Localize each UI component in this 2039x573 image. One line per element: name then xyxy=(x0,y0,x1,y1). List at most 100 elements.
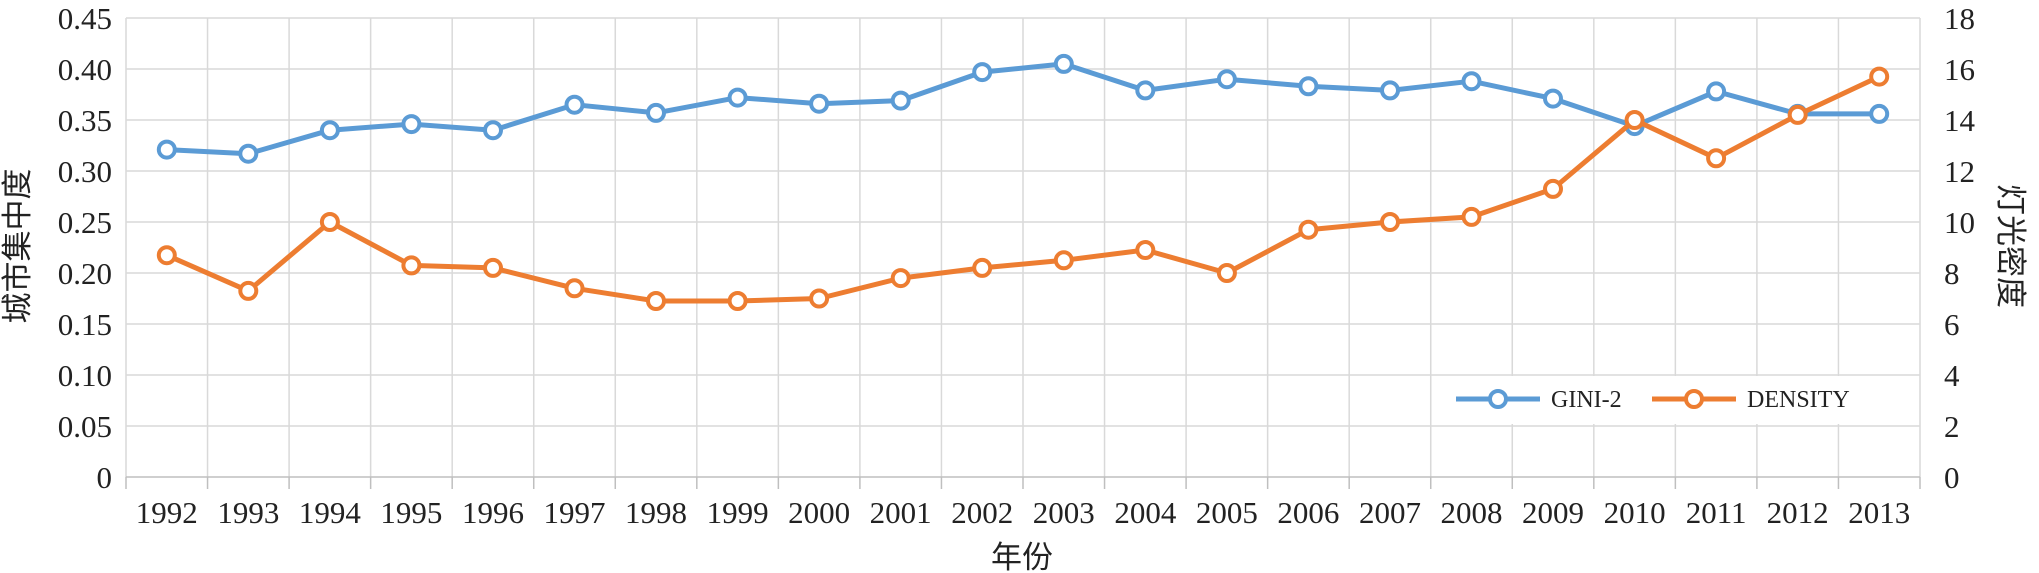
y-left-tick-label: 0.25 xyxy=(58,205,112,240)
y-right-tick-label: 0 xyxy=(1944,460,1960,495)
x-tick-label: 2004 xyxy=(1114,495,1177,530)
y-left-tick-label: 0.05 xyxy=(58,409,112,444)
data-point-gini-2 xyxy=(1216,69,1237,90)
data-point-density xyxy=(1706,148,1727,169)
data-point-gini-2 xyxy=(1461,71,1482,92)
y-right-tick-label: 4 xyxy=(1944,358,1960,393)
x-tick-label: 2012 xyxy=(1767,495,1829,530)
x-tick-label: 1993 xyxy=(217,495,279,530)
data-point-gini-2 xyxy=(646,102,666,123)
data-point-density xyxy=(1216,263,1237,283)
data-point-gini-2 xyxy=(156,139,177,160)
y-right-tick-label: 14 xyxy=(1944,103,1976,138)
data-point-density xyxy=(809,288,830,309)
x-tick-label: 1999 xyxy=(707,495,769,530)
series-line-gini-2 xyxy=(166,61,1880,157)
data-point-gini-2 xyxy=(564,94,585,115)
x-tick-label: 2002 xyxy=(951,495,1013,530)
y-left-tick-label: 0.40 xyxy=(58,52,112,87)
y-left-tick-label: 0.35 xyxy=(58,103,112,138)
y-right-tick-label: 10 xyxy=(1944,205,1975,240)
x-tick-label: 1992 xyxy=(136,495,198,530)
x-tick-label: 2003 xyxy=(1033,495,1095,530)
x-tick-label: 1995 xyxy=(380,495,442,530)
y-left-tick-label: 0.15 xyxy=(58,307,112,342)
y-right-tick-label: 6 xyxy=(1944,307,1960,342)
x-axis-title: 年份 xyxy=(991,540,1053,573)
x-tick-label: 2010 xyxy=(1604,495,1666,530)
y-right-axis-title: 灯光密度 xyxy=(1992,184,2028,308)
data-point-density xyxy=(1461,206,1482,227)
data-point-density xyxy=(1298,219,1319,240)
data-point-density xyxy=(1380,212,1400,232)
series-line-density xyxy=(165,74,1881,304)
data-point-gini-2 xyxy=(483,120,503,141)
x-tick-label: 2011 xyxy=(1686,495,1747,530)
data-point-gini-2 xyxy=(890,90,911,111)
data-point-gini-2 xyxy=(1380,80,1400,101)
data-point-density xyxy=(483,257,503,278)
data-point-density xyxy=(890,268,911,289)
series xyxy=(156,53,1890,311)
x-tick-label: 2006 xyxy=(1277,495,1339,530)
y-right-tick-label: 2 xyxy=(1944,409,1960,444)
data-point-density xyxy=(1135,240,1156,260)
y-left-tick-label: 0.45 xyxy=(58,1,112,36)
x-tick-label: 2000 xyxy=(788,495,850,530)
data-point-density xyxy=(1053,250,1074,271)
data-point-gini-2 xyxy=(1543,88,1563,109)
data-point-density xyxy=(1543,178,1563,199)
x-tick-label: 1996 xyxy=(462,495,524,530)
x-tick-label: 2013 xyxy=(1848,495,1910,530)
data-point-density xyxy=(401,255,422,276)
data-point-gini-2 xyxy=(1869,103,1890,124)
x-tick-label: 1998 xyxy=(625,495,687,530)
data-point-gini-2 xyxy=(1706,81,1727,102)
data-point-density xyxy=(156,245,177,266)
data-point-density xyxy=(646,291,666,311)
x-tick-label: 2009 xyxy=(1522,495,1584,530)
axes: 0 0.05 0.10 0.15 0.20 0.25 0.30 0.35 0.40 0.45 0 2 4… xyxy=(58,1,1976,530)
x-tick-label: 1997 xyxy=(544,495,606,530)
data-point-gini-2 xyxy=(809,93,830,114)
data-point-gini-2 xyxy=(972,62,993,83)
legend-label-density: DENSITY xyxy=(1747,387,1850,413)
data-point-gini-2 xyxy=(727,87,748,108)
legend: GINI-2 DENSITY xyxy=(1440,376,1870,424)
data-point-density xyxy=(1624,110,1645,130)
y-left-tick-label: 0.20 xyxy=(58,256,112,291)
series-gini-2 xyxy=(156,53,1890,164)
y-right-tick-label: 8 xyxy=(1944,256,1960,291)
series-density xyxy=(156,66,1890,311)
data-point-density xyxy=(319,212,340,232)
y-left-tick-label: 0.30 xyxy=(58,154,112,189)
data-point-density xyxy=(238,280,259,301)
x-tick-label: 2007 xyxy=(1359,495,1421,530)
data-point-density xyxy=(1869,66,1890,87)
y-right-tick-label: 16 xyxy=(1944,52,1975,87)
data-point-gini-2 xyxy=(1298,76,1319,97)
data-point-density xyxy=(564,278,585,299)
y-right-tick-label: 18 xyxy=(1944,1,1975,36)
legend-marker-density xyxy=(1684,389,1704,409)
data-point-density xyxy=(1787,104,1808,125)
data-point-gini-2 xyxy=(401,114,422,135)
data-point-gini-2 xyxy=(1135,80,1156,101)
data-point-density xyxy=(727,291,748,311)
legend-marker-gini xyxy=(1488,389,1508,409)
x-tick-label: 2001 xyxy=(870,495,932,530)
y-right-tick-label: 12 xyxy=(1944,154,1975,189)
y-left-axis-title: 城市集中度 xyxy=(0,169,36,324)
data-point-gini-2 xyxy=(319,120,340,141)
data-point-gini-2 xyxy=(1053,53,1074,74)
y-left-tick-label: 0 xyxy=(97,460,113,495)
data-point-gini-2 xyxy=(238,143,259,164)
data-point-density xyxy=(972,257,993,278)
y-left-tick-label: 0.10 xyxy=(58,358,112,393)
x-tick-label: 2005 xyxy=(1196,495,1258,530)
x-tick-label: 2008 xyxy=(1441,495,1503,530)
grid xyxy=(125,17,1921,477)
x-tick-label: 1994 xyxy=(299,495,362,530)
